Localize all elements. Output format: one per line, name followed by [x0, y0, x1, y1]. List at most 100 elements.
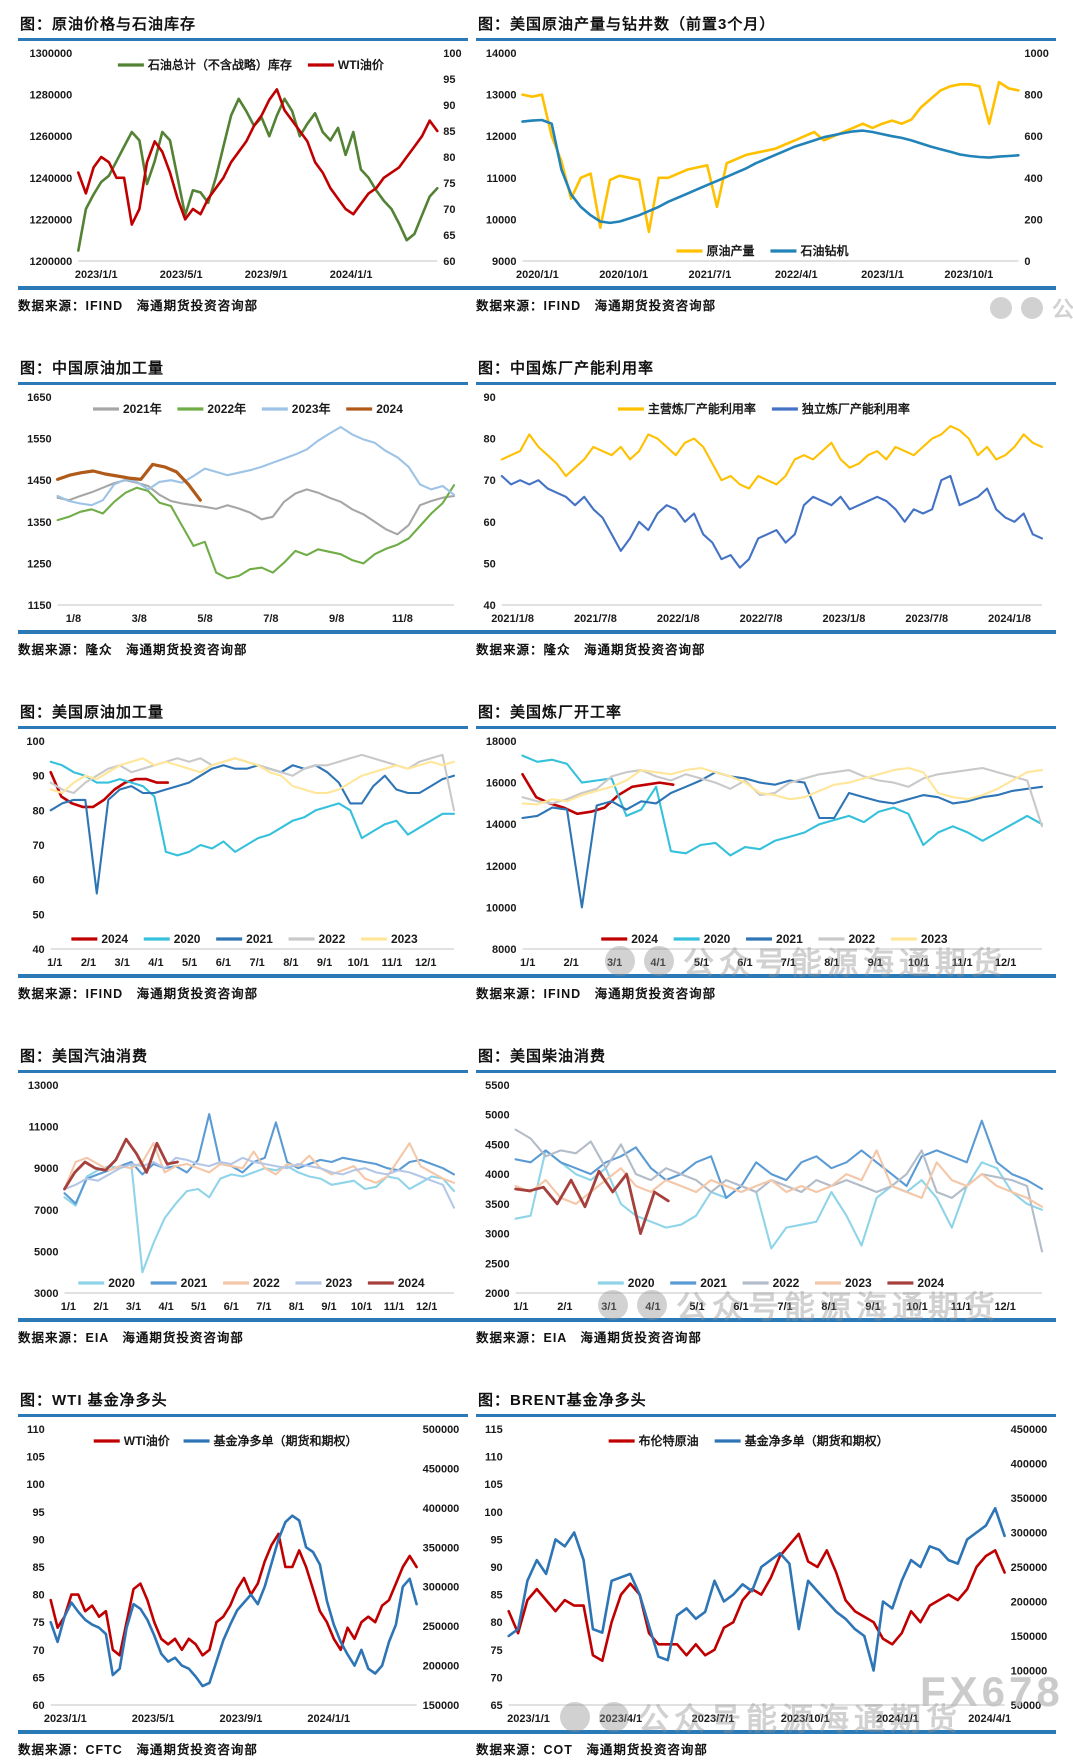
svg-text:2023: 2023 — [325, 1276, 352, 1290]
row-divider — [18, 1318, 1056, 1322]
svg-text:2023/10/1: 2023/10/1 — [781, 1713, 830, 1725]
svg-text:2023/9/1: 2023/9/1 — [245, 269, 288, 281]
svg-text:200: 200 — [1024, 214, 1042, 226]
svg-text:2022/1/8: 2022/1/8 — [657, 613, 700, 625]
svg-text:7/1: 7/1 — [777, 1301, 792, 1313]
svg-text:2023/1/1: 2023/1/1 — [861, 269, 904, 281]
svg-text:2024: 2024 — [398, 1276, 425, 1290]
svg-text:2022/4/1: 2022/4/1 — [775, 269, 818, 281]
svg-text:300000: 300000 — [1011, 1528, 1048, 1540]
svg-text:8/1: 8/1 — [821, 1301, 836, 1313]
chart-source: 数据来源：隆众 海通期货投资咨询部 — [476, 643, 706, 657]
line-chart-china-crude-processing: 1650 1550 1450 1350 1250 1150 1/8 3/8 5/8 7/8 9/8 1… — [27, 392, 456, 625]
row-divider — [18, 974, 1056, 978]
svg-text:90: 90 — [490, 1562, 502, 1574]
chart-cell-us-refinery-runs: 图：美国炼厂开工率 18000 16000 14000 12000 10000 8000 1… — [476, 700, 1056, 973]
chart-source: 数据来源：IFIND 海通期货投资咨询部 — [18, 299, 259, 313]
row-divider — [18, 630, 1056, 634]
svg-text:11/1: 11/1 — [951, 1301, 972, 1313]
svg-text:5500: 5500 — [485, 1080, 509, 1092]
svg-text:3000: 3000 — [34, 1288, 58, 1300]
svg-text:500000: 500000 — [423, 1424, 460, 1436]
svg-text:70: 70 — [32, 840, 44, 852]
svg-text:12000: 12000 — [486, 861, 517, 873]
svg-text:18000: 18000 — [486, 736, 517, 748]
svg-text:4/1: 4/1 — [148, 957, 163, 969]
svg-text:1/8: 1/8 — [66, 613, 81, 625]
svg-text:2020: 2020 — [174, 932, 201, 946]
svg-text:90: 90 — [32, 771, 44, 783]
svg-text:100: 100 — [26, 1479, 44, 1491]
svg-text:10/1: 10/1 — [348, 957, 369, 969]
svg-text:450000: 450000 — [423, 1463, 460, 1475]
svg-text:8/1: 8/1 — [289, 1301, 304, 1313]
svg-text:2023/1/1: 2023/1/1 — [75, 269, 118, 281]
svg-text:2020/10/1: 2020/10/1 — [599, 269, 648, 281]
svg-text:40: 40 — [484, 600, 496, 612]
svg-text:3/8: 3/8 — [132, 613, 147, 625]
svg-text:70: 70 — [443, 204, 455, 216]
svg-text:200000: 200000 — [1011, 1597, 1048, 1609]
chart-cell-brent-net-longs: 图：BRENT基金净多头 115 110 105 100 95 90 85 80 75 70 65 4… — [476, 1388, 1056, 1729]
svg-text:12/1: 12/1 — [994, 1301, 1015, 1313]
chart-source: 数据来源：IFIND 海通期货投资咨询部 — [476, 299, 717, 313]
svg-text:1/1: 1/1 — [520, 957, 535, 969]
chart-title: 图：原油价格与石油库存 — [18, 12, 468, 41]
svg-text:8/1: 8/1 — [283, 957, 298, 969]
svg-text:2021/1/8: 2021/1/8 — [491, 613, 534, 625]
chart-cell-us-crude-processing: 图：美国原油加工量 100 90 80 70 60 50 40 1/1 2/1 3/1 4/1 5/1… — [18, 700, 468, 973]
line-chart-brent-net-longs: 115 110 105 100 95 90 85 80 75 70 65 450000 400000 35… — [484, 1424, 1048, 1725]
svg-text:2021: 2021 — [776, 932, 803, 946]
svg-text:3500: 3500 — [485, 1199, 509, 1211]
svg-text:110: 110 — [27, 1424, 45, 1436]
chart-source: 数据来源：COT 海通期货投资咨询部 — [476, 1743, 708, 1757]
svg-text:2023/1/1: 2023/1/1 — [44, 1713, 87, 1725]
svg-text:9000: 9000 — [34, 1163, 58, 1175]
chart-title: 图：美国原油加工量 — [18, 700, 468, 729]
svg-text:7/1: 7/1 — [249, 957, 264, 969]
chart-cell-wti-net-longs: 图：WTI 基金净多头 110 105 100 95 90 85 80 75 70 65 60 500… — [18, 1388, 468, 1729]
svg-text:2023年: 2023年 — [292, 401, 331, 416]
svg-text:2/1: 2/1 — [563, 957, 578, 969]
svg-text:WTI油价: WTI油价 — [124, 1433, 171, 1448]
svg-text:原油产量: 原油产量 — [706, 243, 754, 258]
svg-text:70: 70 — [32, 1645, 44, 1657]
svg-text:2/1: 2/1 — [93, 1301, 108, 1313]
svg-text:11/8: 11/8 — [392, 613, 413, 625]
svg-text:80: 80 — [32, 1590, 44, 1602]
svg-text:2023: 2023 — [391, 932, 418, 946]
svg-text:1260000: 1260000 — [29, 131, 72, 143]
svg-text:2023/7/1: 2023/7/1 — [692, 1713, 735, 1725]
svg-text:450000: 450000 — [1011, 1424, 1048, 1436]
svg-text:2023/1/8: 2023/1/8 — [823, 613, 866, 625]
svg-text:2500: 2500 — [485, 1258, 509, 1270]
svg-text:80: 80 — [490, 1617, 502, 1629]
svg-text:独立炼厂产能利用率: 独立炼厂产能利用率 — [801, 401, 910, 416]
svg-text:2020/1/1: 2020/1/1 — [516, 269, 559, 281]
svg-text:90: 90 — [443, 100, 455, 112]
svg-text:100000: 100000 — [1011, 1666, 1048, 1678]
svg-text:11000: 11000 — [487, 173, 517, 185]
chart-title: 图：美国炼厂开工率 — [476, 700, 1056, 729]
svg-text:13000: 13000 — [28, 1080, 59, 1092]
svg-text:3/1: 3/1 — [607, 957, 622, 969]
chart-source: 数据来源：IFIND 海通期货投资咨询部 — [476, 987, 717, 1001]
svg-text:400: 400 — [1024, 173, 1042, 185]
svg-text:90: 90 — [32, 1534, 44, 1546]
svg-text:11000: 11000 — [29, 1122, 59, 1134]
svg-text:11/1: 11/1 — [382, 957, 403, 969]
svg-text:12000: 12000 — [486, 131, 517, 143]
svg-text:85: 85 — [490, 1590, 502, 1602]
svg-text:300000: 300000 — [423, 1582, 460, 1594]
svg-text:1450: 1450 — [27, 475, 51, 487]
svg-text:150000: 150000 — [1011, 1631, 1048, 1643]
svg-text:60: 60 — [32, 875, 44, 887]
svg-text:5/1: 5/1 — [694, 957, 709, 969]
svg-text:2022/7/8: 2022/7/8 — [740, 613, 783, 625]
svg-text:5/1: 5/1 — [182, 957, 197, 969]
chart-cell-us-gasoline-consumption: 图：美国汽油消费 13000 11000 9000 7000 5000 3000 1/1 2/… — [18, 1044, 468, 1317]
line-chart-wti-net-longs: 110 105 100 95 90 85 80 75 70 65 60 500000 450000 400… — [26, 1424, 460, 1725]
